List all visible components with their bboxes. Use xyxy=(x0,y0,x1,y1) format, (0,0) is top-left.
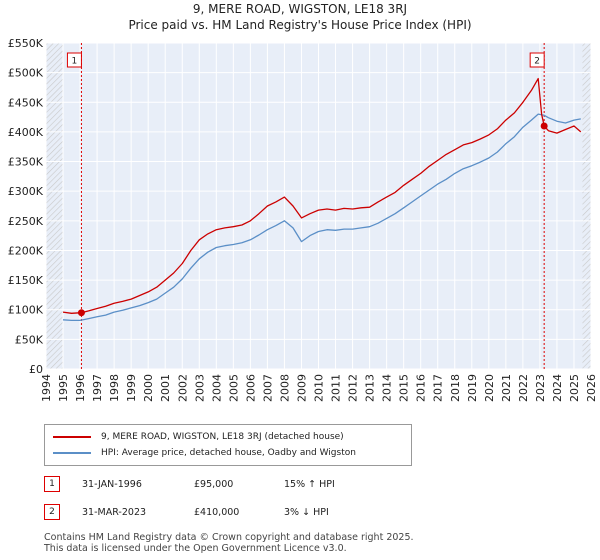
y-tick-label: £450K xyxy=(8,96,44,109)
y-tick-label: £0 xyxy=(29,363,43,376)
transaction-row: 2 31-MAR-2023 £410,000 3% ↓ HPI xyxy=(44,503,329,521)
x-tick-label: 1997 xyxy=(91,374,104,402)
y-tick-label: £150K xyxy=(8,274,44,287)
x-tick-label: 2001 xyxy=(159,374,172,402)
x-tick-label: 1998 xyxy=(108,374,121,402)
x-tick-label: 2017 xyxy=(432,374,445,402)
x-tick-label: 2016 xyxy=(415,374,428,402)
x-tick-label: 2010 xyxy=(313,374,326,402)
x-tick-label: 2007 xyxy=(261,374,274,402)
y-tick-label: £250K xyxy=(8,215,44,228)
y-tick-label: £300K xyxy=(8,185,44,198)
x-tick-label: 2025 xyxy=(568,374,581,402)
y-tick-label: £50K xyxy=(15,333,44,346)
x-tick-label: 2013 xyxy=(364,374,377,402)
x-tick-label: 2022 xyxy=(517,374,530,402)
no-data-region-right xyxy=(582,43,591,369)
property-price-line xyxy=(62,77,582,314)
annotation-box xyxy=(529,52,545,68)
transaction-hpi-diff: 3% ↓ HPI xyxy=(284,506,329,518)
sale-point xyxy=(77,309,85,317)
annotation-box xyxy=(66,52,82,68)
x-tick-label: 2023 xyxy=(534,374,547,402)
chart-legend: 9, MERE ROAD, WIGSTON, LE18 3RJ (detache… xyxy=(44,424,412,466)
x-tick-label: 2009 xyxy=(295,374,308,402)
transaction-hpi-diff: 15% ↑ HPI xyxy=(284,478,335,490)
legend-label-hpi: HPI: Average price, detached house, Oadb… xyxy=(101,448,356,458)
x-tick-label: 2015 xyxy=(398,374,411,402)
legend-swatch-property xyxy=(53,436,91,438)
x-tick-label: 2014 xyxy=(381,374,394,402)
legend-label-property: 9, MERE ROAD, WIGSTON, LE18 3RJ (detache… xyxy=(101,432,344,442)
y-tick-label: £100K xyxy=(8,304,44,317)
legend-item-hpi: HPI: Average price, detached house, Oadb… xyxy=(53,446,356,460)
x-tick-label: 2006 xyxy=(244,374,257,402)
y-tick-label: £200K xyxy=(8,244,44,257)
x-tick-label: 2020 xyxy=(483,374,496,402)
transaction-price: £95,000 xyxy=(194,478,234,490)
x-tick-label: 2021 xyxy=(500,374,513,402)
chart-subtitle: Price paid vs. HM Land Registry's House … xyxy=(128,18,472,32)
x-tick-label: 2012 xyxy=(347,374,360,402)
x-tick-label: 2005 xyxy=(227,374,240,402)
transaction-marker-badge: 2 xyxy=(44,504,60,520)
x-tick-label: 2008 xyxy=(278,374,291,402)
legend-swatch-hpi xyxy=(53,452,91,454)
price-chart: 1 2 £0 £50K £100K £150K £200K £250K £300K £350K £4… xyxy=(8,37,598,402)
y-tick-label: £400K xyxy=(8,126,44,139)
x-tick-label: 2018 xyxy=(449,374,462,402)
x-tick-label: 1994 xyxy=(40,374,53,402)
y-tick-label: £550K xyxy=(8,37,44,50)
annotation-label: 1 xyxy=(72,57,78,67)
x-tick-label: 2019 xyxy=(466,374,479,402)
transaction-marker-badge: 1 xyxy=(44,476,60,492)
x-tick-label: 2011 xyxy=(330,374,343,402)
footer-line-2: This data is licensed under the Open Gov… xyxy=(44,543,347,554)
no-data-region-left xyxy=(46,43,64,369)
legend-item-property: 9, MERE ROAD, WIGSTON, LE18 3RJ (detache… xyxy=(53,430,344,444)
x-tick-label: 1999 xyxy=(125,374,138,402)
x-tick-label: 1996 xyxy=(74,374,87,402)
transaction-row: 1 31-JAN-1996 £95,000 15% ↑ HPI xyxy=(44,475,335,493)
y-tick-label: £350K xyxy=(8,156,44,169)
x-tick-label: 2024 xyxy=(551,374,564,402)
annotation-label: 2 xyxy=(534,57,540,67)
x-tick-label: 1995 xyxy=(57,374,70,402)
sale-point xyxy=(540,122,548,130)
x-tick-label: 2002 xyxy=(176,374,189,402)
x-tick-label: 2003 xyxy=(193,374,206,402)
chart-title: 9, MERE ROAD, WIGSTON, LE18 3RJ xyxy=(192,2,408,16)
x-tick-label: 2004 xyxy=(210,374,223,402)
y-tick-label: £500K xyxy=(8,67,44,80)
footer-attribution: Contains HM Land Registry data © Crown c… xyxy=(44,532,414,554)
hpi-line xyxy=(62,113,581,322)
x-tick-label: 2000 xyxy=(142,374,155,402)
transaction-price: £410,000 xyxy=(194,506,240,518)
transaction-date: 31-MAR-2023 xyxy=(82,506,147,518)
x-tick-label: 2026 xyxy=(585,374,598,402)
transaction-date: 31-JAN-1996 xyxy=(82,478,142,490)
footer-line-1: Contains HM Land Registry data © Crown c… xyxy=(44,532,414,543)
